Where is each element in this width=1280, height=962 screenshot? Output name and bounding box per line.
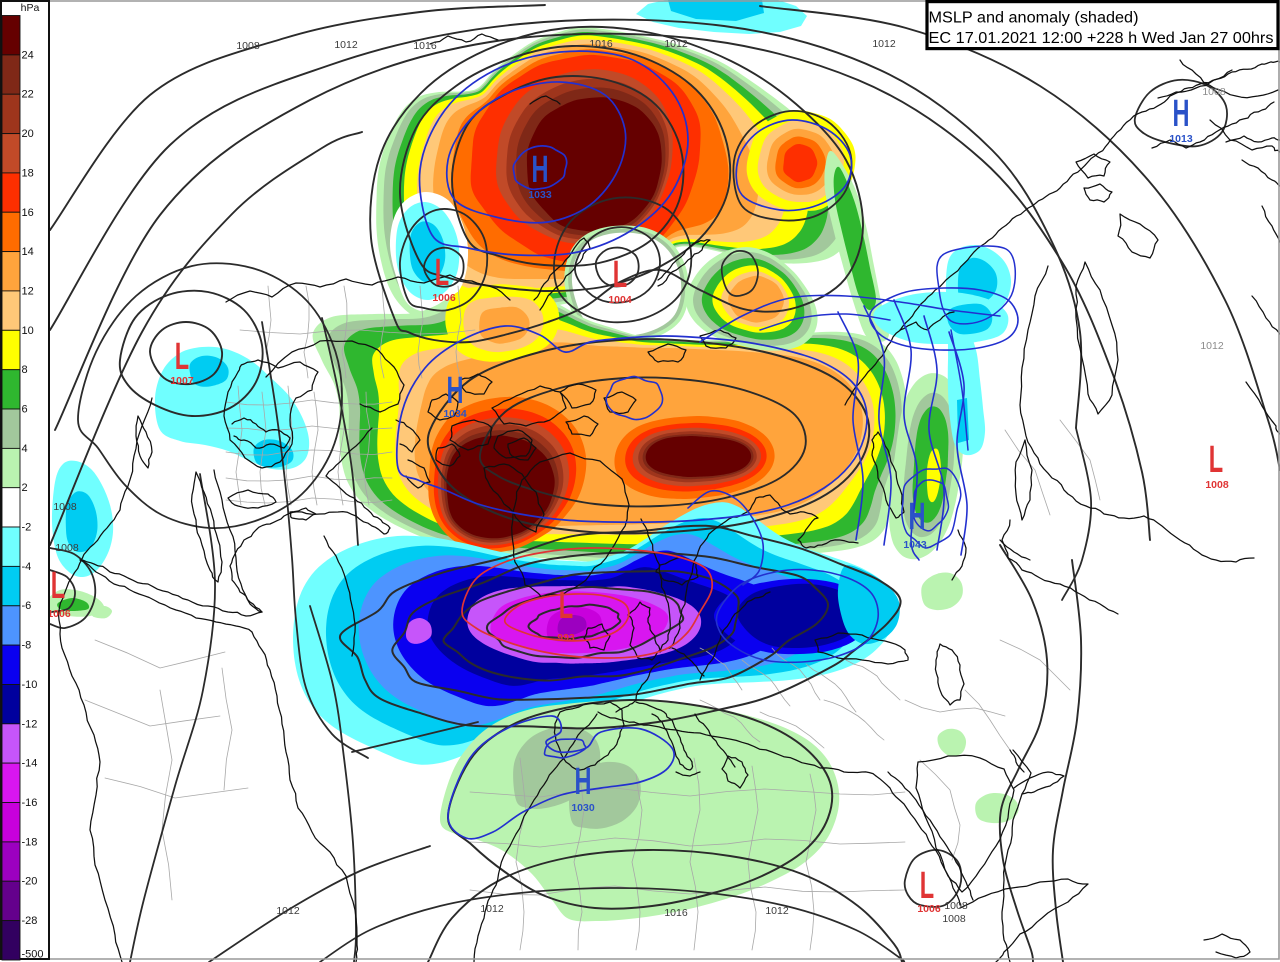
svg-text:10: 10	[22, 325, 34, 337]
svg-text:H: H	[446, 368, 463, 411]
svg-text:-8: -8	[22, 640, 32, 652]
svg-text:1012: 1012	[334, 39, 358, 51]
svg-text:993: 993	[557, 632, 575, 644]
svg-text:1008: 1008	[55, 542, 79, 554]
svg-text:1016: 1016	[664, 907, 688, 919]
svg-text:16: 16	[22, 207, 34, 219]
svg-text:EC 17.01.2021 12:00 +228 h Wed: EC 17.01.2021 12:00 +228 h Wed Jan 27 00…	[929, 30, 1274, 47]
svg-text:14: 14	[22, 246, 34, 258]
svg-text:-2: -2	[22, 522, 32, 534]
svg-text:1008: 1008	[236, 40, 260, 52]
svg-text:1016: 1016	[589, 38, 613, 50]
svg-text:H: H	[908, 494, 925, 537]
svg-text:-14: -14	[22, 758, 38, 770]
svg-text:L: L	[920, 863, 934, 906]
svg-text:1006: 1006	[432, 292, 456, 304]
svg-text:1008: 1008	[1205, 479, 1229, 491]
svg-text:1004: 1004	[608, 294, 632, 306]
svg-text:8: 8	[22, 364, 28, 376]
svg-text:-20: -20	[22, 876, 38, 888]
svg-text:1033: 1033	[528, 189, 552, 201]
svg-text:22: 22	[22, 89, 34, 101]
svg-text:1034: 1034	[443, 408, 467, 420]
svg-text:24: 24	[22, 49, 34, 61]
svg-text:12: 12	[22, 285, 34, 297]
svg-text:L: L	[175, 334, 189, 377]
svg-text:2: 2	[22, 482, 28, 494]
svg-text:1006: 1006	[917, 903, 941, 915]
svg-text:-18: -18	[22, 836, 38, 848]
svg-text:-16: -16	[22, 797, 38, 809]
svg-text:-12: -12	[22, 718, 38, 730]
svg-text:1008: 1008	[942, 913, 966, 925]
svg-text:1012: 1012	[276, 905, 300, 917]
svg-text:L: L	[51, 563, 65, 606]
svg-text:L: L	[559, 583, 573, 626]
svg-text:-28: -28	[22, 915, 38, 927]
svg-text:1016: 1016	[413, 40, 437, 52]
svg-text:L: L	[435, 250, 449, 293]
svg-text:H: H	[574, 759, 591, 802]
svg-text:1008: 1008	[944, 900, 968, 912]
svg-text:20: 20	[22, 128, 34, 140]
svg-text:-10: -10	[22, 679, 38, 691]
svg-text:L: L	[613, 252, 627, 295]
svg-text:-4: -4	[22, 561, 32, 573]
svg-text:1012: 1012	[1200, 340, 1224, 352]
svg-text:1012: 1012	[765, 905, 789, 917]
svg-text:MSLP and anomaly (shaded): MSLP and anomaly (shaded)	[929, 10, 1139, 27]
svg-text:hPa: hPa	[21, 2, 40, 14]
svg-text:1013: 1013	[1169, 133, 1193, 145]
svg-text:6: 6	[22, 404, 28, 416]
svg-text:1012: 1012	[664, 38, 688, 50]
svg-text:1008: 1008	[1202, 86, 1226, 98]
svg-text:1043: 1043	[903, 539, 927, 551]
svg-text:1006: 1006	[47, 608, 71, 620]
svg-text:1008: 1008	[53, 501, 77, 513]
svg-text:4: 4	[22, 443, 28, 455]
svg-text:-6: -6	[22, 600, 32, 612]
svg-text:L: L	[1209, 437, 1223, 480]
svg-text:1012: 1012	[872, 38, 896, 50]
svg-text:18: 18	[22, 167, 34, 179]
svg-text:-500: -500	[22, 949, 44, 961]
svg-text:H: H	[531, 147, 548, 190]
svg-text:1030: 1030	[571, 802, 595, 814]
svg-text:1012: 1012	[480, 903, 504, 915]
svg-text:H: H	[1172, 91, 1189, 134]
svg-text:1007: 1007	[170, 375, 194, 387]
